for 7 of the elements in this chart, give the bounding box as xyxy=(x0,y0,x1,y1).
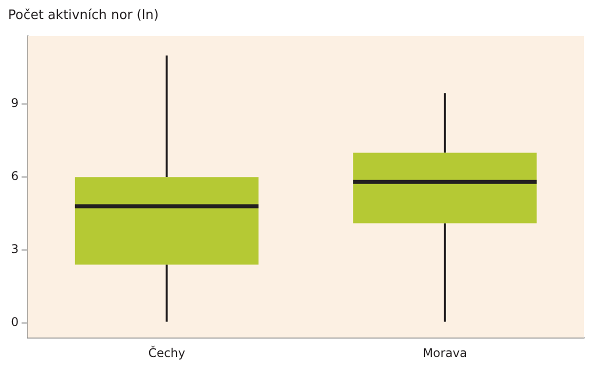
y-tick-label: 0 xyxy=(10,315,19,330)
y-tick-label: 9 xyxy=(10,96,19,110)
x-tick-label: Morava xyxy=(422,346,468,360)
y-tick-label: 3 xyxy=(10,242,19,256)
x-tick-label: Čechy xyxy=(148,344,186,360)
y-tick-label: 6 xyxy=(10,169,19,184)
y-axis-title: Počet aktivních nor (ln) xyxy=(8,8,159,23)
